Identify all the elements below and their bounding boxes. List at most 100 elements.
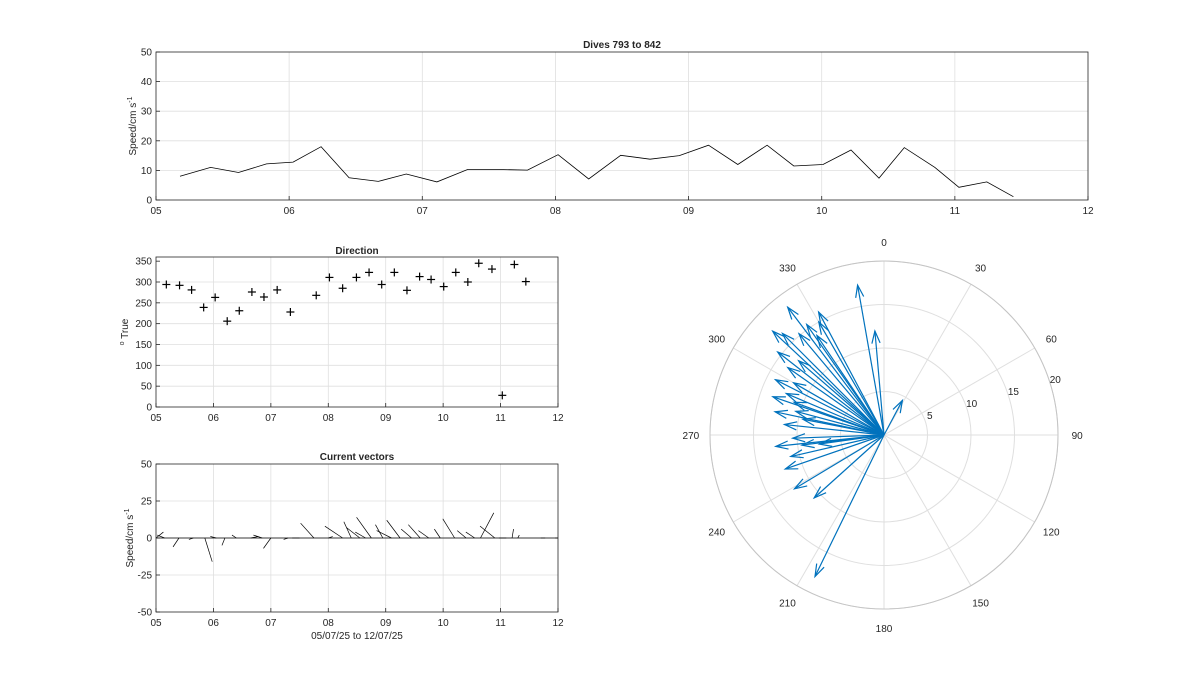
- polar-arrow: [781, 332, 885, 436]
- vectors-xtick-label: 05: [150, 618, 162, 629]
- direction-point: [312, 291, 321, 300]
- polar-arrow-shaft: [790, 434, 885, 458]
- polar-arrow-shaft: [874, 330, 885, 436]
- polar-arrow: [783, 434, 885, 470]
- vectors-xtick-label: 11: [495, 618, 506, 629]
- polar-arrow: [773, 378, 885, 436]
- direction-point: [187, 285, 196, 294]
- vector-stick: [376, 530, 392, 539]
- polar-arrow: [788, 434, 885, 459]
- polar-arrow-head: [815, 333, 828, 349]
- polar-arrow-head: [792, 478, 808, 490]
- speed-xtick-label: 09: [683, 206, 695, 217]
- speed-xtick-label: 06: [284, 206, 296, 217]
- polar-arrow-head: [792, 401, 808, 411]
- polar-arrow: [812, 434, 885, 500]
- vector-stick: [253, 534, 263, 539]
- direction-xtick-label: 06: [208, 413, 220, 424]
- direction-ytick-label: 300: [135, 278, 152, 289]
- direction-ytick-label: 250: [135, 298, 152, 309]
- vector-stick: [400, 528, 412, 539]
- direction-ytick-label: 350: [135, 257, 152, 268]
- polar-spoke: [883, 434, 1035, 523]
- polar-arrow-head: [892, 398, 904, 414]
- polar-arrow-shaft: [777, 351, 885, 436]
- vectors-xtick-label: 07: [265, 618, 277, 629]
- direction-ytick-label: 100: [135, 361, 152, 372]
- polar-arrow: [786, 305, 885, 436]
- polar-arrow: [814, 434, 885, 579]
- vector-stick: [188, 537, 194, 540]
- speed-ytick-label: 10: [141, 166, 153, 177]
- direction-point: [390, 268, 399, 277]
- vector-stick: [328, 536, 333, 539]
- polar-arrow-head: [817, 437, 833, 447]
- polar-arrow-head: [871, 329, 881, 344]
- vectors-xtick-label: 06: [208, 618, 220, 629]
- speed-xtick-label: 10: [816, 206, 828, 217]
- vectors-xtick-label: 09: [380, 618, 392, 629]
- vector-stick: [479, 525, 496, 539]
- direction-point: [498, 391, 507, 400]
- polar-r-label: 15: [1008, 387, 1020, 398]
- direction-point: [439, 282, 448, 291]
- speed-xtick-label: 07: [417, 206, 429, 217]
- polar-arrow-shaft: [806, 324, 885, 436]
- polar-arrow-head: [783, 460, 799, 470]
- direction-point: [338, 284, 347, 293]
- polar-arrow-head: [812, 486, 827, 500]
- polar-theta-label: 210: [779, 598, 796, 609]
- direction-ytick-label: 150: [135, 340, 152, 351]
- speed-chart-title: Dives 793 to 842: [583, 40, 661, 51]
- vector-stick: [300, 522, 315, 539]
- polar-arrow-head: [782, 421, 798, 431]
- speed-ytick-label: 20: [141, 136, 153, 147]
- vector-stick: [346, 527, 361, 539]
- vector-stick: [324, 525, 343, 539]
- polar-arrow-head: [791, 381, 807, 393]
- polar-arrow-head: [797, 359, 811, 373]
- polar-spoke: [796, 434, 885, 586]
- speed-ytick-label: 50: [141, 48, 153, 59]
- direction-point: [223, 317, 232, 326]
- polar-arrow-head: [781, 332, 795, 346]
- vector-stick: [172, 537, 180, 548]
- direction-xtick-label: 12: [552, 413, 564, 424]
- vectors-x-axis-label: 05/07/25 to 12/07/25: [311, 631, 403, 642]
- direction-point: [451, 268, 460, 277]
- current-vectors-panel: 05 06 07 08 09 10 11 12 -50 -25 0 25 50 Current vect…: [124, 452, 564, 642]
- polar-arrow: [855, 283, 885, 436]
- polar-arrow-shaft: [785, 434, 885, 470]
- polar-theta-label: 330: [779, 264, 796, 275]
- direction-point: [365, 268, 374, 277]
- direction-point: [415, 272, 424, 281]
- direction-xtick-label: 09: [380, 413, 392, 424]
- vectors-tick-labels: 05 06 07 08 09 10 11 12 -50 -25 0 25 50: [138, 460, 564, 630]
- vector-stick: [210, 536, 217, 539]
- polar-theta-label: 270: [683, 431, 700, 442]
- vectors-xtick-label: 12: [552, 618, 564, 629]
- polar-arrow: [791, 381, 885, 436]
- polar-arrow-head: [773, 440, 789, 450]
- direction-markers: [162, 259, 530, 400]
- polar-theta-label: 120: [1043, 528, 1060, 539]
- polar-arrow-shaft: [795, 410, 885, 436]
- polar-arrow: [776, 350, 885, 436]
- vectors-ytick-label: -25: [138, 571, 153, 582]
- vectors-chart-title: Current vectors: [320, 452, 395, 463]
- direction-point: [259, 293, 268, 301]
- direction-ytick-label: 200: [135, 319, 152, 330]
- vector-stick: [343, 521, 352, 539]
- polar-arrow: [792, 401, 885, 436]
- polar-arrow-head: [786, 305, 799, 320]
- polar-arrow-shaft: [772, 330, 885, 436]
- polar-arrow-shaft: [883, 400, 903, 436]
- vector-stick: [204, 537, 213, 562]
- speed-series-line: [179, 144, 1014, 198]
- vectors-ytick-label: 50: [141, 460, 153, 471]
- vector-stick: [231, 534, 237, 539]
- direction-xtick-label: 05: [150, 413, 162, 424]
- speed-xtick-label: 12: [1082, 206, 1094, 217]
- direction-xtick-label: 10: [438, 413, 450, 424]
- direction-point: [325, 273, 334, 282]
